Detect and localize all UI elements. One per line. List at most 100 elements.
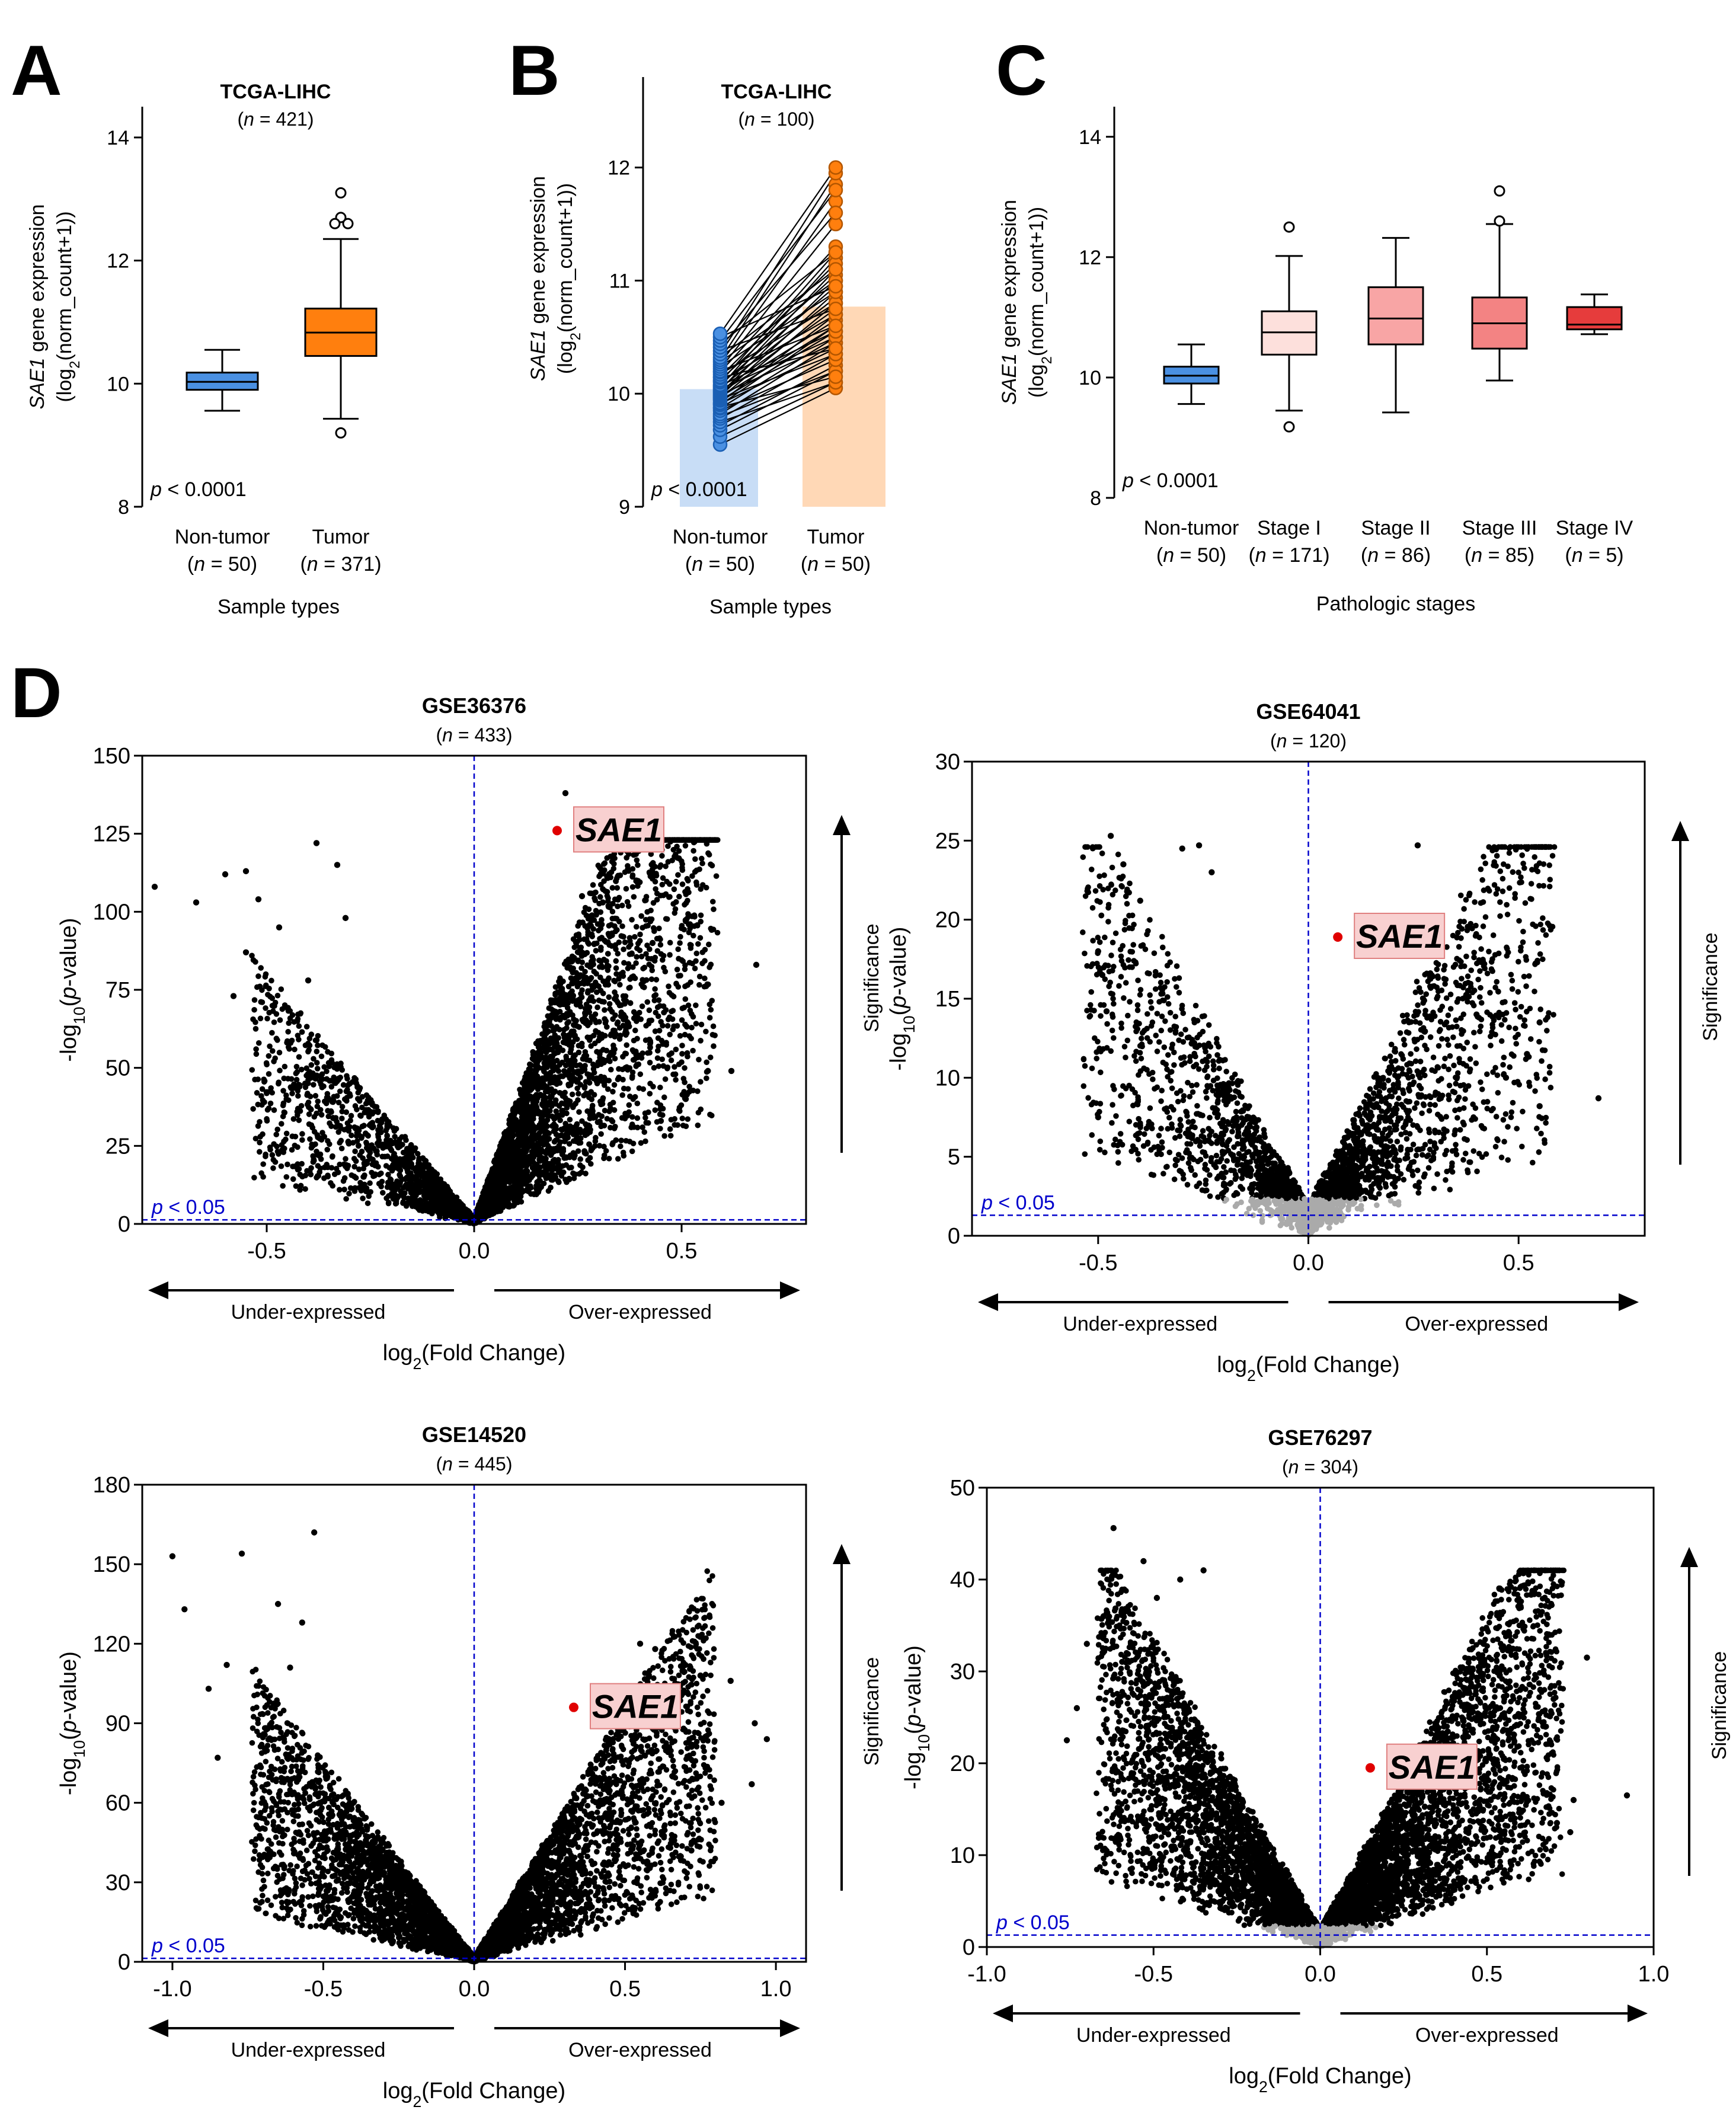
data-point <box>677 933 683 940</box>
data-point <box>290 1176 296 1182</box>
data-point <box>350 1140 356 1146</box>
data-point <box>273 1035 280 1042</box>
x-axis-label: Pathologic stages <box>1316 593 1475 615</box>
y-tick-label: 8 <box>118 496 129 519</box>
data-point <box>682 1065 688 1071</box>
data-point <box>357 1152 363 1158</box>
data-point <box>652 878 658 885</box>
data-point <box>605 904 612 910</box>
data-point <box>375 1109 381 1115</box>
data-point <box>437 1214 443 1220</box>
data-point <box>278 1163 284 1169</box>
data-point <box>587 976 593 983</box>
data-point <box>698 912 704 919</box>
data-point <box>337 1088 343 1095</box>
data-point <box>294 1018 300 1024</box>
data-point <box>360 1195 366 1201</box>
data-point <box>266 1053 272 1059</box>
data-point <box>654 897 660 903</box>
data-point <box>646 1007 653 1014</box>
data-point <box>375 1163 381 1170</box>
data-point <box>460 1213 466 1219</box>
outlier-point <box>342 218 354 229</box>
data-point <box>271 1141 277 1147</box>
data-point <box>252 1019 258 1025</box>
data-point <box>281 1109 287 1115</box>
data-point <box>616 1066 622 1072</box>
data-point <box>670 1071 676 1078</box>
data-point <box>271 1019 277 1025</box>
data-point <box>576 1043 582 1049</box>
data-point <box>253 1051 260 1057</box>
data-point <box>656 925 662 932</box>
data-point <box>618 1143 624 1149</box>
p-value-label: p < 0.0001 <box>150 478 247 501</box>
data-point <box>405 1199 411 1206</box>
data-point <box>308 1106 314 1112</box>
data-point <box>335 1075 342 1082</box>
data-point <box>609 1118 616 1124</box>
data-point <box>364 1160 370 1166</box>
data-point <box>353 1175 359 1181</box>
data-point <box>422 1175 429 1182</box>
data-point <box>329 1154 335 1160</box>
pair-line <box>720 331 836 401</box>
category-label: Non-tumor <box>1144 517 1239 539</box>
data-point <box>625 961 632 967</box>
data-point <box>637 931 643 938</box>
data-point <box>283 1130 290 1137</box>
data-point <box>276 1079 282 1085</box>
data-point <box>647 916 653 922</box>
data-point <box>708 1006 714 1013</box>
data-point <box>629 1073 635 1079</box>
data-point <box>576 1091 581 1097</box>
data-point <box>601 1123 608 1128</box>
data-point <box>377 1181 383 1187</box>
tumor-point <box>828 301 843 316</box>
data-point <box>274 1126 280 1133</box>
data-point <box>660 952 667 959</box>
data-point <box>598 1131 604 1137</box>
y-axis-label-line2: (log2(norm_count+1)) <box>1025 207 1055 398</box>
data-point <box>583 936 590 942</box>
data-point <box>376 1137 382 1143</box>
data-point <box>304 1168 310 1174</box>
data-point <box>273 1131 280 1137</box>
data-point <box>670 1008 676 1014</box>
data-point <box>364 1141 370 1147</box>
panel-letter-d: D <box>11 653 62 733</box>
data-point <box>561 1139 568 1144</box>
data-point <box>391 1152 397 1159</box>
data-point <box>656 1028 663 1034</box>
data-point <box>314 1048 320 1054</box>
data-point <box>302 1186 308 1192</box>
pair-line <box>720 263 836 378</box>
data-point <box>263 971 269 977</box>
data-point <box>576 1049 582 1056</box>
data-point <box>543 1156 549 1162</box>
data-point <box>667 1031 673 1038</box>
data-point <box>292 1046 298 1053</box>
data-point <box>666 983 672 989</box>
data-point <box>657 1084 663 1091</box>
data-point <box>376 1143 382 1149</box>
panel-b-title: TCGA-LIHC <box>721 81 832 103</box>
data-point <box>613 878 619 884</box>
data-point <box>711 1043 717 1049</box>
data-point <box>259 999 266 1005</box>
data-point <box>358 1113 364 1119</box>
data-point <box>337 1161 343 1168</box>
y-tick-label: 11 <box>609 270 630 292</box>
pair-line <box>720 167 836 334</box>
data-point <box>294 1069 300 1075</box>
data-point <box>706 1015 713 1021</box>
data-point <box>274 1149 281 1155</box>
data-point <box>260 1131 266 1137</box>
data-point <box>693 950 700 957</box>
volcano-subtitle: (n = 433) <box>436 724 513 746</box>
category-n-label: (n = 50) <box>1156 544 1226 567</box>
data-point <box>578 1169 585 1175</box>
data-point <box>576 1109 582 1115</box>
outlier-point <box>1283 221 1295 233</box>
